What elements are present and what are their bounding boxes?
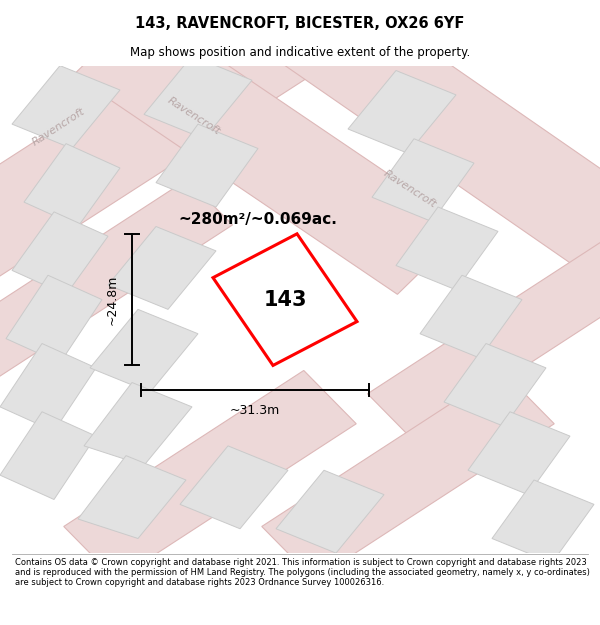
- Polygon shape: [144, 56, 252, 139]
- Polygon shape: [492, 480, 594, 563]
- Polygon shape: [348, 71, 456, 153]
- Polygon shape: [420, 275, 522, 358]
- Text: Contains OS data © Crown copyright and database right 2021. This information is : Contains OS data © Crown copyright and d…: [15, 558, 590, 588]
- Polygon shape: [372, 139, 474, 222]
- Polygon shape: [0, 412, 96, 499]
- Text: Ravencroft: Ravencroft: [165, 96, 222, 137]
- Polygon shape: [156, 124, 258, 207]
- Text: Map shows position and indicative extent of the property.: Map shows position and indicative extent…: [130, 46, 470, 59]
- Polygon shape: [78, 456, 186, 539]
- Polygon shape: [213, 234, 357, 366]
- Polygon shape: [368, 238, 600, 439]
- Polygon shape: [24, 144, 120, 226]
- Polygon shape: [468, 412, 570, 494]
- Polygon shape: [64, 371, 356, 580]
- Polygon shape: [12, 66, 120, 149]
- Polygon shape: [277, 0, 600, 284]
- Polygon shape: [262, 371, 554, 580]
- Polygon shape: [0, 0, 334, 285]
- Polygon shape: [396, 207, 498, 290]
- Polygon shape: [73, 8, 467, 294]
- Polygon shape: [108, 226, 216, 309]
- Polygon shape: [180, 446, 288, 529]
- Text: ~24.8m: ~24.8m: [106, 274, 119, 325]
- Text: 143: 143: [264, 289, 307, 309]
- Polygon shape: [0, 179, 232, 381]
- Text: ~31.3m: ~31.3m: [230, 404, 280, 418]
- Polygon shape: [444, 344, 546, 426]
- Text: ~280m²/~0.069ac.: ~280m²/~0.069ac.: [179, 212, 337, 227]
- Polygon shape: [0, 344, 96, 431]
- Polygon shape: [6, 275, 102, 363]
- Polygon shape: [84, 382, 192, 466]
- Polygon shape: [12, 212, 108, 295]
- Text: Ravencroft: Ravencroft: [381, 169, 438, 210]
- Polygon shape: [276, 470, 384, 553]
- Text: 143, RAVENCROFT, BICESTER, OX26 6YF: 143, RAVENCROFT, BICESTER, OX26 6YF: [136, 16, 464, 31]
- Polygon shape: [90, 309, 198, 392]
- Text: Ravencroft: Ravencroft: [30, 106, 87, 148]
